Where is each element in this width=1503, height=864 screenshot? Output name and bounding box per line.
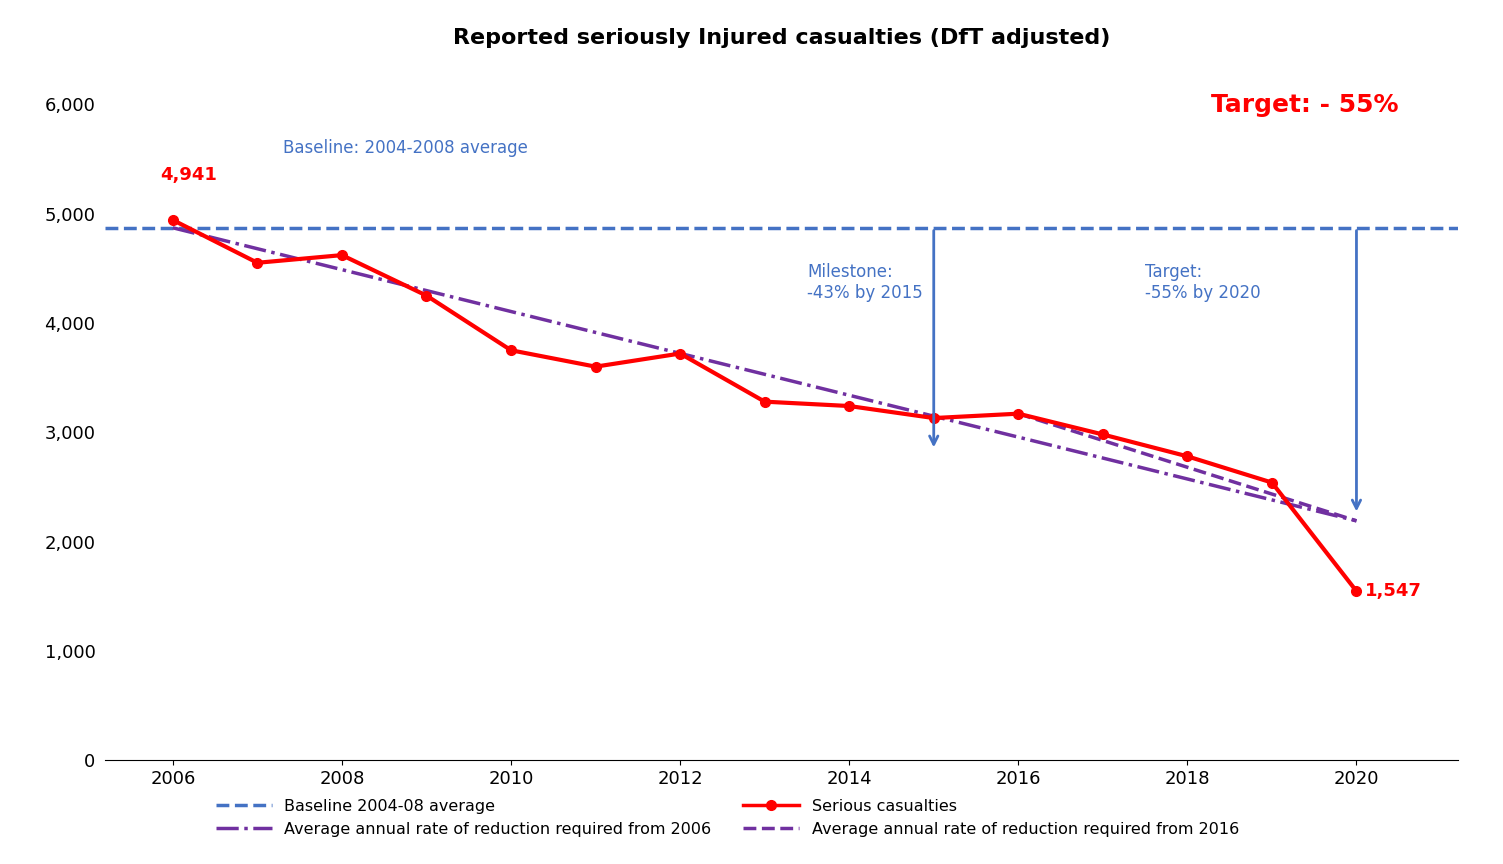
Text: Baseline: 2004-2008 average: Baseline: 2004-2008 average <box>283 139 528 157</box>
Text: 1,547: 1,547 <box>1365 582 1422 600</box>
Text: Milestone:
-43% by 2015: Milestone: -43% by 2015 <box>807 263 923 302</box>
Text: 4,941: 4,941 <box>161 166 216 184</box>
Text: Target:
-55% by 2020: Target: -55% by 2020 <box>1145 263 1261 302</box>
Legend: Baseline 2004-08 average, Average annual rate of reduction required from 2006, S: Baseline 2004-08 average, Average annual… <box>209 792 1246 843</box>
Title: Reported seriously Injured casualties (DfT adjusted): Reported seriously Injured casualties (D… <box>452 28 1111 48</box>
Text: Target: - 55%: Target: - 55% <box>1211 93 1399 118</box>
